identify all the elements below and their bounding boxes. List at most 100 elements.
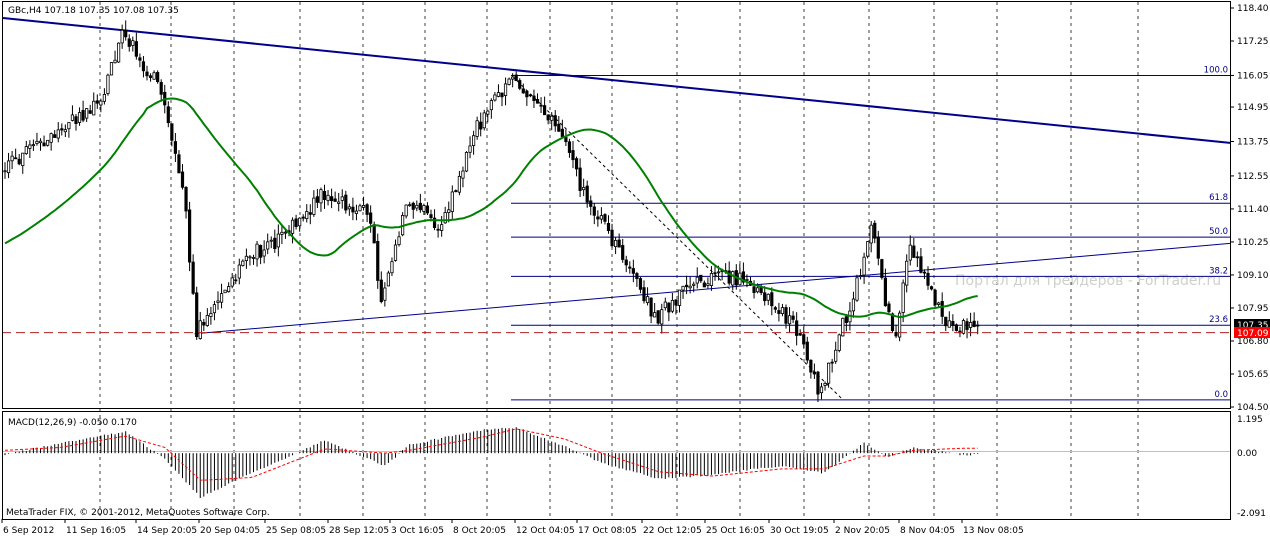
bull-candle [663, 301, 667, 309]
bull-candle [947, 320, 951, 328]
bear-candle [702, 282, 706, 288]
bear-candle [436, 228, 440, 231]
bull-candle [493, 94, 497, 101]
bear-candle [631, 268, 635, 274]
support-trend-line [194, 242, 1231, 335]
bear-candle [365, 204, 369, 215]
bull-candle [780, 307, 785, 315]
bear-candle [543, 105, 547, 116]
bull-candle [599, 215, 604, 220]
bull-candle [255, 243, 259, 260]
bear-candle [816, 371, 820, 395]
bull-candle [10, 155, 14, 162]
bull-candle [46, 139, 50, 146]
bear-candle [596, 216, 600, 220]
bear-candle [322, 190, 327, 200]
bear-candle [166, 106, 170, 124]
bear-candle [812, 371, 817, 375]
bear-candle [795, 320, 799, 336]
bull-candle [827, 362, 831, 384]
price-axis[interactable]: 118.40 117.25 116.05 114.95 113.75 112.55 111.… [1230, 4, 1269, 413]
bull-candle [489, 100, 493, 111]
bear-candle [535, 99, 540, 104]
bull-candle [855, 277, 859, 301]
bear-candle [42, 142, 46, 147]
bear-candle [894, 332, 898, 337]
moving-average-line [4, 97, 978, 319]
bull-candle [237, 264, 241, 279]
bull-candle [198, 320, 202, 339]
bear-candle [379, 279, 383, 303]
bear-candle [195, 292, 199, 338]
bear-candle [294, 218, 298, 227]
macd-panel-frame [2, 411, 1231, 520]
bull-candle [113, 59, 117, 64]
bear-candle [603, 214, 607, 222]
bear-candle [95, 100, 99, 104]
bull-candle [305, 211, 309, 219]
time-axis-label: 11 Sep 16:05 [66, 526, 126, 536]
bear-candle [784, 307, 788, 324]
bull-candle [117, 42, 121, 63]
bull-candle [866, 241, 870, 257]
bull-candle [688, 285, 692, 289]
bear-candle [14, 157, 18, 160]
bull-candle [901, 282, 905, 313]
bull-candle [354, 210, 359, 214]
bear-candle [258, 244, 263, 258]
bear-candle [567, 141, 572, 153]
bull-candle [677, 289, 682, 306]
bear-candle [429, 214, 433, 219]
bull-candle [482, 112, 486, 129]
fibonacci-retracement[interactable]: 100.0 61.8 50.0 38.2 23.6 0.0 [511, 65, 1230, 401]
bear-candle [418, 202, 422, 211]
bull-candle [582, 187, 586, 191]
bull-candle [961, 320, 966, 334]
bull-candle [745, 279, 749, 281]
bear-candle [145, 71, 149, 77]
bull-candle [24, 146, 28, 155]
bull-candle [862, 256, 866, 276]
bear-candle [425, 205, 430, 214]
bull-candle [756, 287, 760, 293]
bull-candle [841, 317, 845, 337]
bull-candle [269, 239, 273, 242]
time-axis-label: 25 Oct 16:05 [706, 526, 765, 536]
bear-candle [759, 286, 763, 294]
time-axis-label: 20 Sep 04:05 [200, 526, 260, 536]
bull-candle [837, 334, 841, 351]
bear-candle [802, 334, 806, 345]
bull-candle [471, 135, 476, 146]
fibo-level-label: 50.0 [1209, 227, 1228, 237]
bear-candle [574, 158, 579, 170]
bear-candle [138, 57, 142, 61]
bull-candle [503, 83, 508, 96]
price-axis-label: 114.95 [1237, 103, 1269, 113]
bull-candle [227, 286, 231, 293]
trend-lines[interactable] [2, 17, 1231, 401]
bull-candle [898, 312, 902, 338]
price-axis-label: 106.80 [1237, 337, 1269, 347]
price-axis-label: 118.40 [1237, 4, 1269, 14]
time-axis[interactable]: 6 Sep 2012 11 Sep 16:05 14 Sep 20:05 20 Sep… [1, 519, 1024, 536]
bear-candle [873, 222, 877, 239]
bear-candle [940, 301, 944, 317]
price-axis-label: 117.25 [1237, 37, 1269, 47]
price-axis-label: 104.50 [1237, 403, 1269, 413]
bull-candle [290, 219, 295, 234]
bull-candle [77, 112, 82, 123]
bull-candle [823, 382, 827, 386]
bear-candle [454, 190, 458, 193]
price-panel-frame [2, 1, 1231, 409]
bear-candle [17, 158, 21, 165]
time-axis-label: 12 Oct 04:05 [516, 526, 575, 536]
watermark: Портал для трейдеров - ForTrader.ru [955, 273, 1221, 289]
bull-candle [67, 122, 71, 130]
bear-candle [187, 209, 192, 263]
bull-candle [443, 212, 447, 224]
bear-candle [727, 270, 731, 284]
bear-candle [273, 237, 277, 250]
bull-candle [248, 256, 252, 259]
